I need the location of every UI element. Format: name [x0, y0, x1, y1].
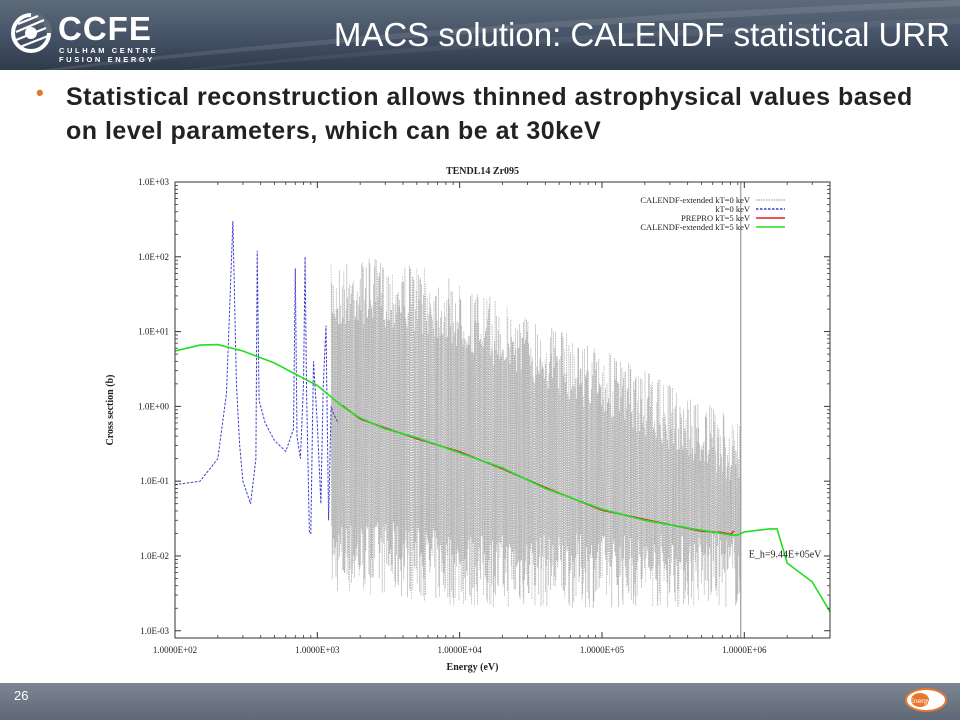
- x-tick-label: 1.0000E+04: [437, 645, 482, 655]
- ccfe-emblem-icon: [11, 12, 52, 53]
- x-tick-label: 1.0000E+06: [722, 645, 767, 655]
- x-tick-label: 1.0000E+02: [153, 645, 197, 655]
- y-tick-label: 1.0E-03: [140, 626, 169, 636]
- badge-label: Energy: [910, 698, 931, 705]
- cross-section-chart: TENDL14 Zr095 1.0000E+02 1.0000E+03 1.0000E…: [105, 166, 831, 673]
- y-tick-label: 1.0E+02: [138, 252, 169, 262]
- x-tick-label: 1.0000E+03: [295, 645, 340, 655]
- plot-content: [175, 182, 830, 638]
- y-tick-label: 1.0E+01: [138, 327, 169, 337]
- header-bar: CCFE CULHAM CENTRE FUSION ENERGY MACS so…: [0, 0, 960, 70]
- logo-subtitle-line1: CULHAM CENTRE: [59, 46, 159, 55]
- ccfe-logo: CCFE CULHAM CENTRE FUSION ENERGY: [8, 6, 168, 64]
- series-prepro-kt5-line: [341, 404, 735, 536]
- legend-label: CALENDF-extended kT=5 keV: [640, 222, 750, 232]
- x-axis-label: Energy (eV): [447, 662, 499, 673]
- x-tick-label: 1.0000E+05: [580, 645, 625, 655]
- y-tick-label: 1.0E+03: [138, 177, 169, 187]
- series-calendf-kt5-line: [175, 343, 830, 613]
- legend-label: kT=0 keV: [715, 204, 751, 214]
- energy-badge-icon: Energy: [905, 688, 947, 712]
- y-tick-label: 1.0E-01: [140, 476, 169, 486]
- legend-label: PREPRO kT=5 keV: [681, 213, 751, 223]
- series-kt0-line: [175, 221, 339, 534]
- threshold-annotation: E_h=9.44E+05eV: [749, 550, 822, 561]
- slide-title: MACS solution: CALENDF statistical URR: [333, 16, 950, 53]
- legend-label: CALENDF-extended kT=0 keV: [640, 195, 750, 205]
- y-axis-label: Cross section (b): [105, 375, 116, 446]
- y-tick-label: 1.0E+00: [138, 401, 169, 411]
- chart-title: TENDL14 Zr095: [446, 166, 519, 177]
- logo-wordmark: CCFE: [58, 10, 152, 47]
- bullet-dot-icon: •: [36, 80, 44, 105]
- footer-bar: 26 Energy: [0, 683, 960, 720]
- logo-subtitle-line2: FUSION ENERGY: [59, 55, 155, 64]
- page-number: 26: [14, 688, 29, 703]
- y-tick-label: 1.0E-02: [140, 551, 169, 561]
- bullet-text: Statistical reconstruction allows thinne…: [66, 83, 913, 145]
- series-calendf-kt0-line: [330, 258, 742, 609]
- header-streak-decoration: [40, 0, 960, 70]
